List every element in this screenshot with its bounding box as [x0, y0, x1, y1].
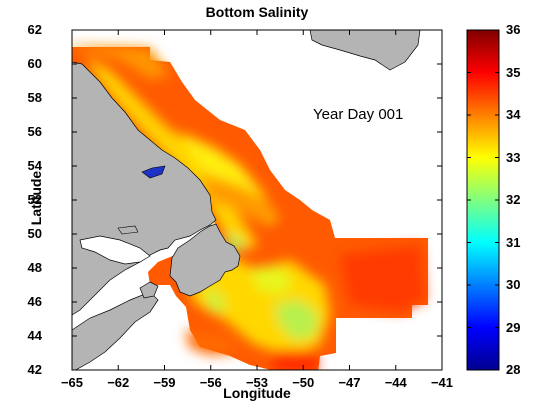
y-tick-label: 48	[27, 260, 42, 275]
anticosti-island	[117, 225, 139, 235]
y-tick-marks	[72, 29, 442, 371]
cape-breton-island	[139, 281, 159, 299]
colorbar-tick-label: 30	[506, 277, 521, 292]
x-tick-label: −53	[245, 375, 269, 390]
y-tick-label: 46	[27, 294, 42, 309]
x-tick-label: −65	[60, 375, 84, 390]
colorbar-tick-label: 33	[506, 149, 521, 165]
colorbar-tick-label: 29	[506, 319, 521, 335]
y-tick-label: 42	[27, 362, 42, 377]
y-tick-label: 52	[27, 192, 42, 207]
x-tick-label: −62	[107, 375, 130, 390]
nova-scotia-landmass	[72, 291, 159, 370]
y-tick-label: 50	[27, 226, 42, 241]
chart-title: Bottom Salinity	[205, 4, 309, 20]
year-day-annotation: Year Day 001	[313, 106, 404, 123]
x-tick-label: −50	[292, 375, 315, 390]
gulf-of-st-lawrence-nodata	[79, 235, 151, 265]
land-masses	[72, 30, 421, 370]
x-tick-label: −47	[338, 375, 361, 390]
colorbar-tick-label: 28	[506, 362, 521, 377]
colorbar-tick-label: 31	[506, 234, 521, 250]
x-tick-label: −59	[153, 375, 176, 390]
y-tick-label: 60	[27, 56, 42, 71]
colorbar-tick-label: 35	[506, 64, 521, 80]
y-tick-label: 58	[27, 90, 42, 105]
colorbar-tick-label: 36	[506, 22, 521, 37]
salinity-gradients	[72, 45, 425, 370]
x-tick-label: −56	[199, 375, 222, 390]
y-tick-label: 54	[27, 158, 42, 173]
y-tick-label: 62	[27, 22, 42, 37]
melville-lake	[141, 165, 166, 179]
colorbar	[466, 29, 500, 371]
colorbar-tick-label: 32	[506, 192, 521, 207]
colorbar-tick-marks	[467, 29, 499, 371]
y-tick-label: 44	[27, 328, 42, 343]
colorbar-tick-label: 34	[506, 107, 521, 122]
newfoundland-landmass	[169, 223, 241, 297]
y-tick-label: 56	[27, 124, 42, 139]
x-tick-marks	[71, 30, 443, 370]
x-tick-label: −44	[384, 375, 407, 390]
x-axis-label: Longitude	[223, 385, 291, 401]
x-tick-label: −41	[430, 375, 454, 390]
greenland-landmass	[309, 30, 421, 71]
